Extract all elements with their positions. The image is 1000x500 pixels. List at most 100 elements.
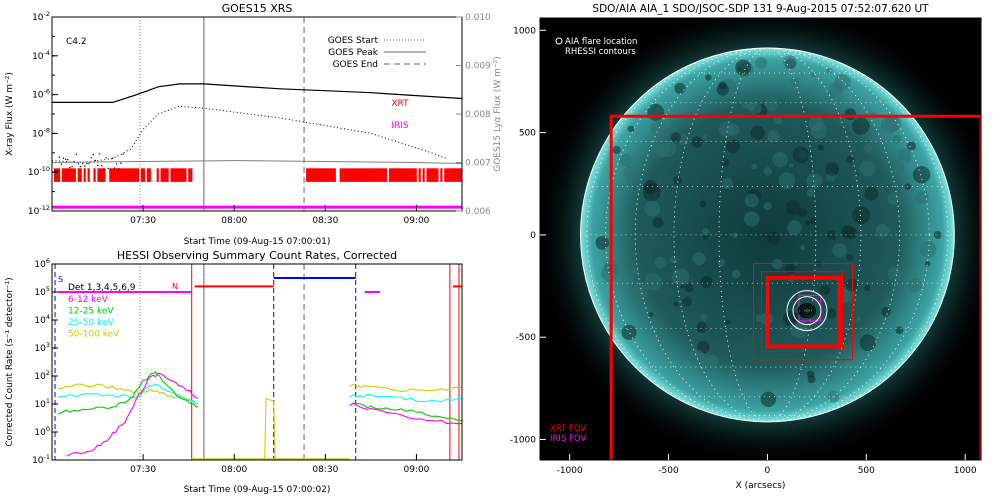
xrt-coverage-tick [134, 168, 138, 182]
aia-frame [539, 17, 982, 461]
aia-texture [647, 103, 665, 121]
aia-texture [864, 186, 879, 201]
xrt-coverage-tick [53, 168, 57, 182]
aia-texture [673, 176, 682, 185]
xrt-coverage-tick [111, 168, 114, 182]
xrt-coverage-tick [117, 168, 120, 182]
xrt-coverage-tick [315, 168, 319, 182]
hessi-series [57, 383, 198, 405]
aia-texture [642, 183, 661, 202]
xrt-coverage-tick [460, 168, 463, 182]
aia-texture [700, 275, 713, 289]
xrt-coverage-tick [410, 168, 413, 182]
aia-texture [810, 72, 817, 78]
aia-texture [827, 230, 837, 241]
goes-panel: GOES15 XRS Start Time (09-Aug-15 07:00:01… [5, 2, 503, 247]
xrt-coverage-tick [317, 168, 321, 182]
xrt-coverage-tick [306, 168, 309, 182]
xrt-coverage-tick [357, 168, 360, 182]
xrt-coverage-tick [180, 168, 183, 182]
xrt-coverage-tick [87, 168, 90, 182]
aia-texture [846, 155, 854, 163]
xrt-coverage-tick [311, 168, 315, 182]
aia-texture [846, 254, 854, 261]
goes-y2label: GOES15 Lyα Flux (W m⁻²) [493, 56, 503, 172]
aia-panel: SDO/AIA AIA_1 SDO/JSOC-SDP 131 9-Aug-201… [510, 3, 982, 491]
aia-fov-box [753, 263, 853, 361]
hessi-ytick-label: 103 [34, 341, 50, 354]
aia-texture [817, 144, 824, 151]
xrt-coverage-tick [452, 168, 455, 182]
hessi-title: HESSI Observing Summary Count Rates, Cor… [117, 249, 397, 262]
aia-texture [755, 57, 768, 70]
aia-texture [670, 132, 681, 143]
hessi-ytick-label: 101 [34, 397, 50, 410]
xrt-coverage-tick [327, 168, 330, 182]
goes-xtick-label: 08:00 [221, 216, 247, 226]
goes-noise-point [98, 153, 101, 155]
aia-texture [785, 263, 796, 275]
xrt-coverage-tick [128, 168, 132, 182]
aia-ytick-label: -1000 [510, 436, 536, 446]
xrt-coverage-tick [190, 168, 193, 182]
xrt-coverage-tick [67, 168, 70, 182]
goes-noise-point [92, 153, 95, 156]
aia-texture [767, 231, 781, 245]
aia-texture [654, 143, 670, 158]
xrt-coverage-tick [77, 168, 80, 182]
aia-texture [673, 301, 679, 307]
xrt-coverage-tick [426, 168, 429, 182]
xrt-coverage-tick [353, 168, 356, 182]
xrt-coverage-tick [412, 168, 415, 182]
aia-flare-location-icon [555, 37, 563, 45]
xrt-coverage-tick [63, 168, 67, 182]
xrt-coverage-tick [188, 168, 191, 182]
aia-texture [672, 268, 690, 286]
goes-noise-point [96, 164, 99, 167]
xrt-coverage-tick [448, 168, 451, 182]
aia-xtick-label: 1000 [954, 466, 977, 476]
aia-texture [887, 266, 903, 282]
xrt-coverage-tick [347, 168, 350, 182]
aia-texture [702, 134, 708, 140]
aia-texture [906, 141, 917, 151]
aia-texture [619, 153, 633, 167]
aia-xtick-label: -1000 [557, 466, 583, 476]
xrt-coverage-tick [444, 168, 447, 182]
xrt-coverage-tick [345, 168, 348, 182]
aia-texture [763, 167, 773, 176]
aia-texture [744, 211, 760, 227]
xrt-coverage-tick [123, 168, 126, 182]
xrt-coverage-tick [109, 168, 112, 182]
hessi-ytick-label: 10-1 [32, 453, 50, 466]
goes-noise-point [122, 153, 124, 155]
xrt-coverage-tick [454, 168, 457, 182]
aia-texture [631, 284, 649, 302]
hessi-series [57, 371, 198, 415]
xrt-coverage-tick [329, 168, 332, 182]
aia-texture [808, 116, 824, 132]
hessi-legend-entry: 12-25 keV [68, 307, 114, 317]
xrt-coverage-tick [121, 168, 124, 182]
hessi-ytick-label: 105 [34, 285, 50, 298]
aia-texture [825, 162, 839, 176]
xrt-coverage-tick [308, 168, 311, 182]
aia-texture [863, 143, 873, 153]
aia-longitude-line [605, 47, 930, 423]
aia-ytick-label: 500 [519, 129, 536, 139]
xrt-coverage-tick [406, 168, 409, 182]
aia-texture [680, 284, 685, 289]
aia-texture [735, 59, 752, 76]
aia-texture [700, 314, 708, 321]
aia-texture [751, 163, 758, 170]
xrt-coverage-tick [103, 168, 106, 182]
xrt-coverage-tick [430, 168, 433, 182]
xrt-coverage-tick [388, 168, 392, 182]
goes-xtick-label: 07:30 [130, 216, 156, 226]
hessi-ytick-label: 100 [34, 425, 50, 438]
goes-y2tick-label: 0.006 [465, 207, 491, 217]
aia-texture [721, 158, 730, 167]
aia-texture [682, 297, 692, 307]
xrt-coverage-tick [333, 168, 336, 182]
goes-xtick-label: 08:30 [312, 216, 338, 226]
